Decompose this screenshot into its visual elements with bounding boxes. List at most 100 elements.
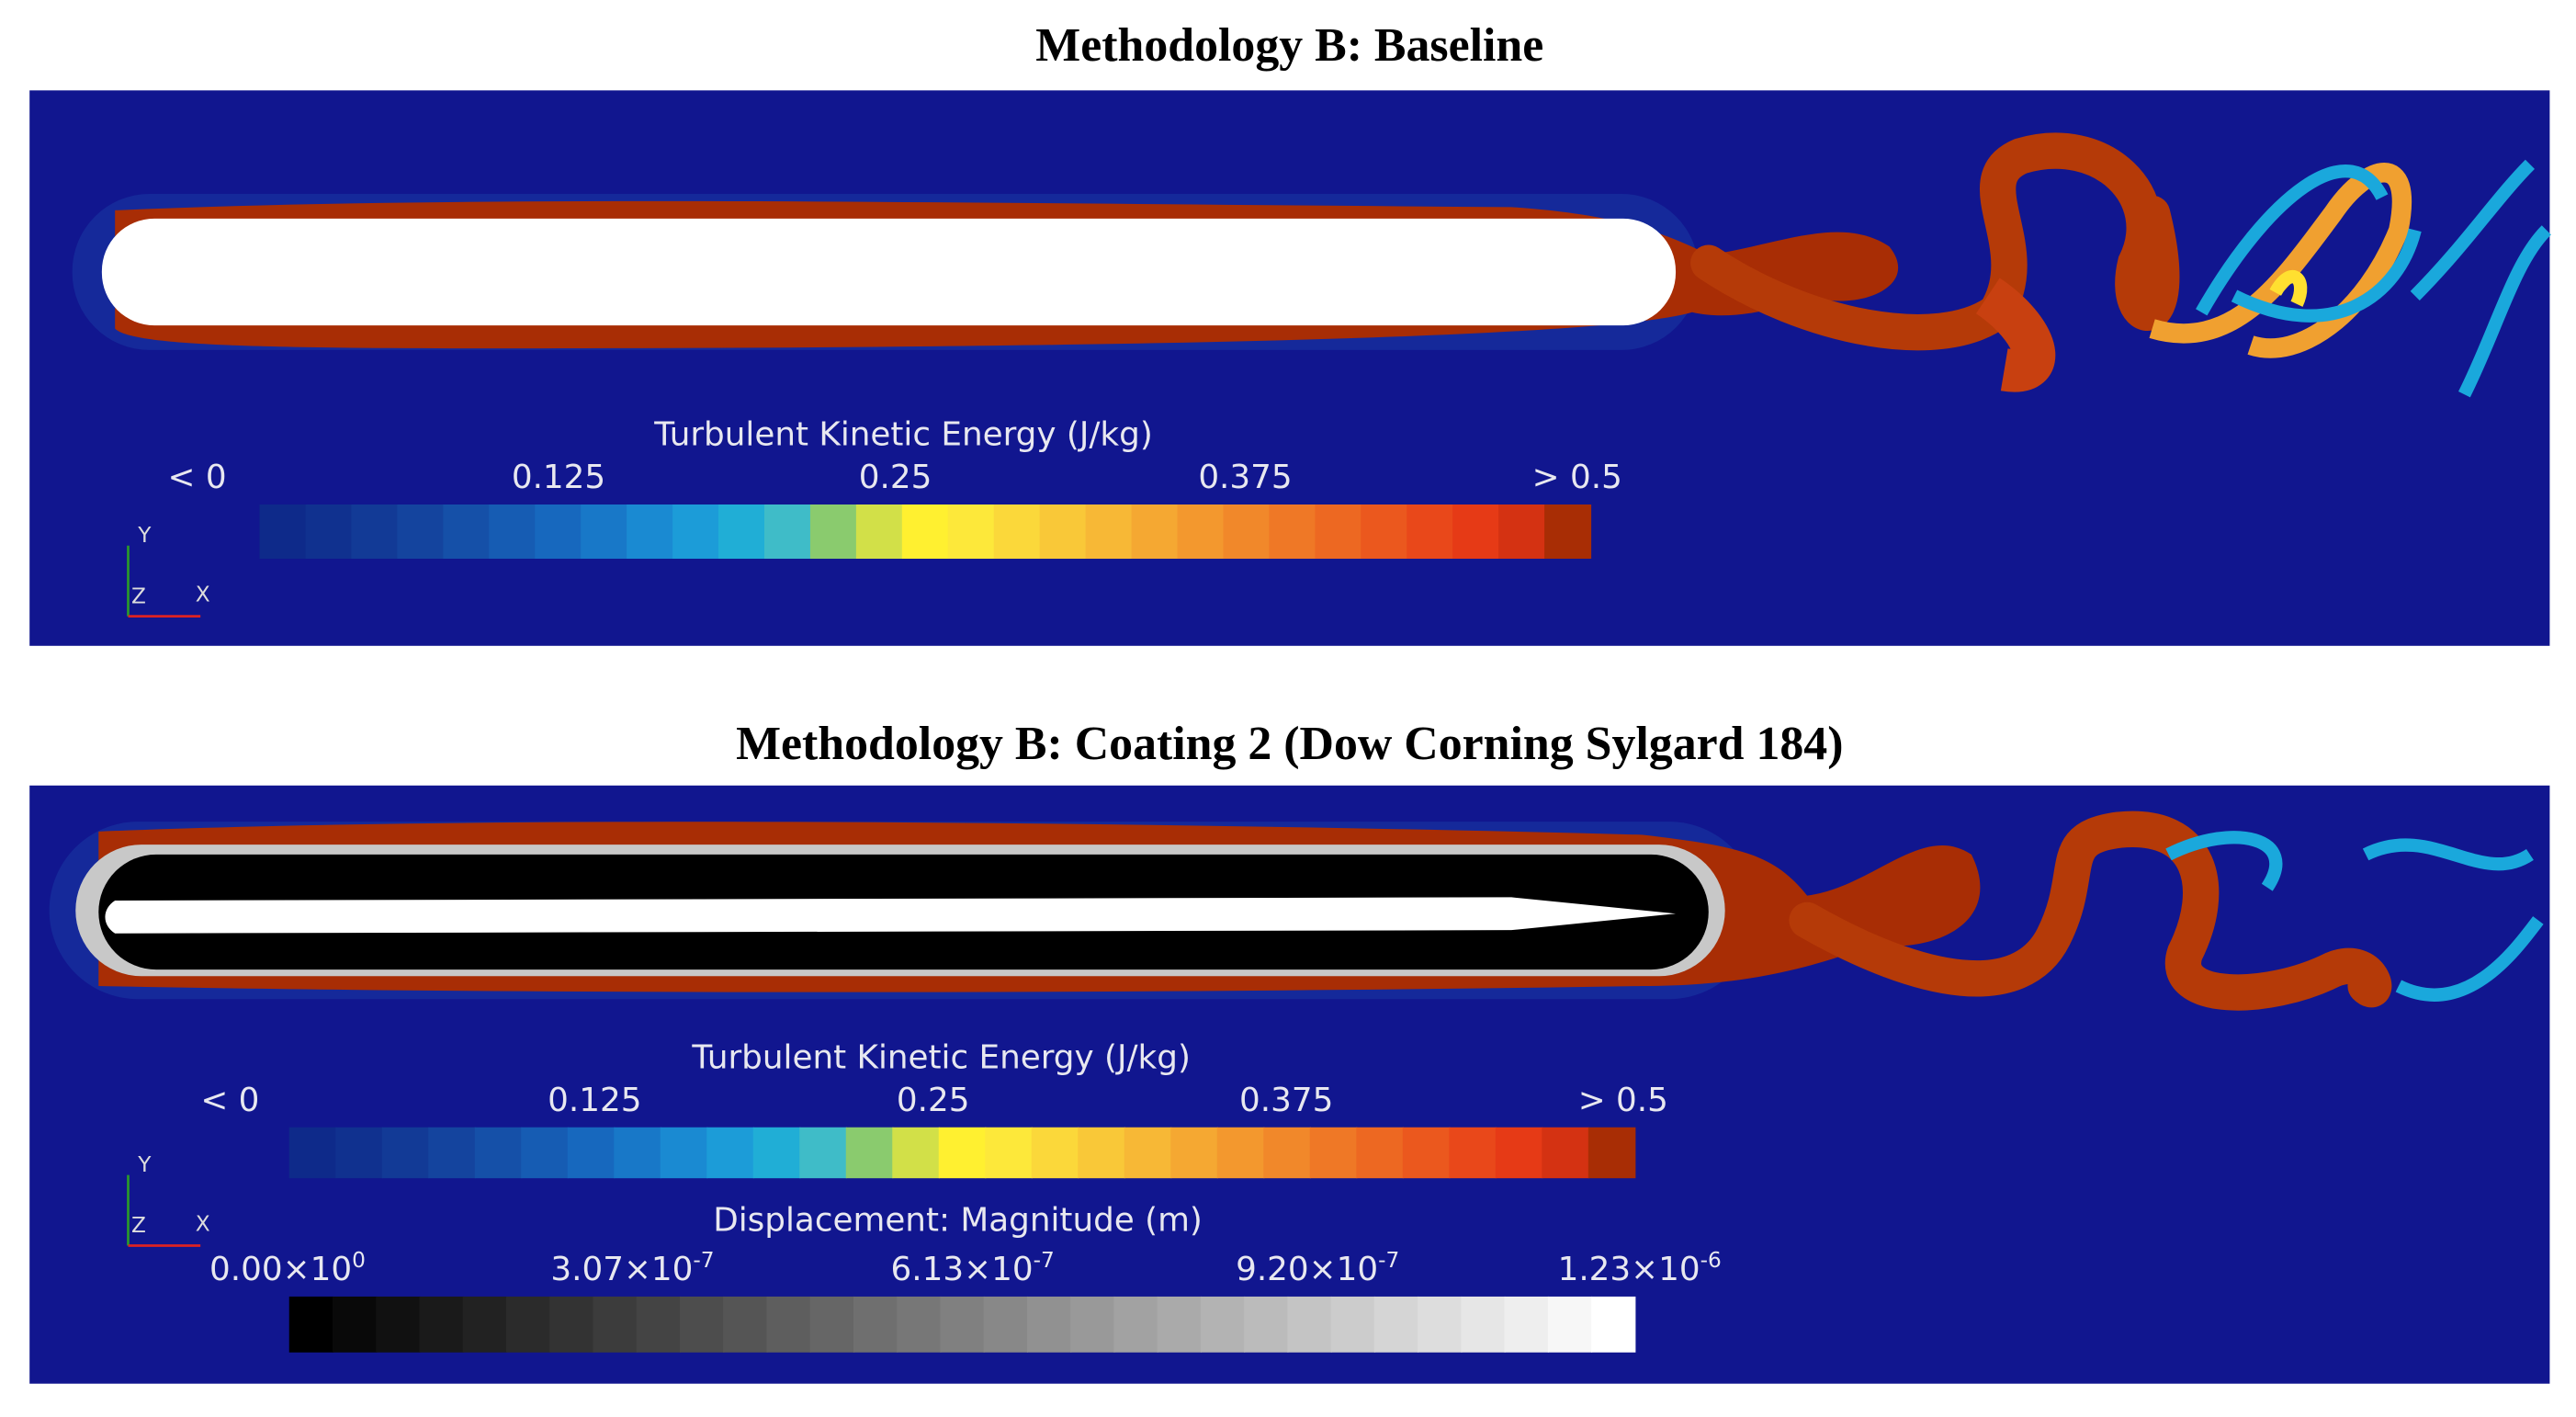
axis-label: Z bbox=[131, 1213, 146, 1238]
colorbar-segment bbox=[1039, 504, 1087, 560]
colorbar-segment bbox=[614, 1127, 661, 1179]
tick-exponent: -7 bbox=[693, 1248, 714, 1273]
colorbar-segment bbox=[845, 1127, 894, 1179]
colorbar-segment bbox=[1216, 1127, 1265, 1179]
panel-title: Methodology B: Coating 2 (Dow Corning Sy… bbox=[736, 718, 1843, 770]
colorbar-segment bbox=[474, 1127, 523, 1179]
colorbar-segment bbox=[305, 504, 353, 560]
colorbar-tick-label: 6.13×10-7 bbox=[891, 1248, 1055, 1288]
tick-exponent: -7 bbox=[1378, 1248, 1399, 1273]
colorbar-segment bbox=[1070, 1296, 1115, 1353]
colorbar-segment bbox=[809, 1296, 854, 1353]
colorbar-segment bbox=[1356, 1127, 1404, 1179]
colorbar-segment bbox=[1309, 1127, 1358, 1179]
colorbar-tick-label: 0.00×100 bbox=[209, 1248, 366, 1288]
colorbar-segment bbox=[809, 504, 857, 560]
colorbar-tick-label: 0.25 bbox=[859, 459, 932, 496]
colorbar-tick-label: 0.125 bbox=[548, 1082, 641, 1119]
colorbar-segment bbox=[1124, 1127, 1172, 1179]
colorbar-segment bbox=[1504, 1296, 1549, 1353]
colorbar-segment bbox=[1498, 504, 1546, 560]
colorbar-segment bbox=[1113, 1296, 1158, 1353]
colorbar-segment bbox=[376, 1296, 421, 1353]
colorbar-segment bbox=[1177, 504, 1225, 560]
colorbar-segment bbox=[259, 504, 307, 560]
colorbar-ticks: < 0 0.125 0.25 0.375 > 0.5 bbox=[200, 1082, 1668, 1119]
colorbar-segment bbox=[1157, 1296, 1202, 1353]
axis-label: X bbox=[196, 583, 210, 607]
colorbar-segment bbox=[855, 504, 903, 560]
colorbar-segment bbox=[627, 504, 674, 560]
colorbar-segment bbox=[1131, 504, 1179, 560]
colorbar-title: Turbulent Kinetic Energy (J/kg) bbox=[691, 1038, 1190, 1076]
colorbar-tick-label: < 0 bbox=[200, 1082, 259, 1119]
colorbar-segment bbox=[1449, 1127, 1497, 1179]
colorbar-segment bbox=[1461, 1296, 1506, 1353]
colorbar-segment bbox=[1269, 504, 1316, 560]
colorbar-segment bbox=[288, 1127, 337, 1179]
colorbar-tick-label: 1.23×10-6 bbox=[1558, 1248, 1722, 1288]
colorbar-segment bbox=[549, 1296, 594, 1353]
colorbar-segment bbox=[419, 1296, 464, 1353]
colorbar-segment bbox=[938, 1127, 987, 1179]
colorbar-segment bbox=[1031, 1127, 1079, 1179]
colorbar-segment bbox=[443, 504, 491, 560]
colorbar-segment bbox=[505, 1296, 551, 1353]
colorbar-segment bbox=[1544, 504, 1592, 560]
axis-label: Z bbox=[131, 584, 146, 608]
colorbar-segment bbox=[983, 1296, 1028, 1353]
colorbar-segment bbox=[763, 504, 811, 560]
colorbar-segment bbox=[288, 1296, 334, 1353]
tick-base: 9.20×10 bbox=[1236, 1251, 1378, 1288]
flow-field bbox=[29, 90, 2550, 646]
colorbar-tick-label: > 0.5 bbox=[1578, 1082, 1668, 1119]
colorbar-segment bbox=[581, 504, 628, 560]
colorbar-segment bbox=[428, 1127, 476, 1179]
colorbar-ticks: < 0 0.125 0.25 0.375 > 0.5 bbox=[168, 459, 1622, 496]
colorbar-segment bbox=[1495, 1127, 1543, 1179]
axis-label: Y bbox=[137, 1152, 152, 1177]
colorbar-segment bbox=[1407, 504, 1454, 560]
colorbar-tick-label: > 0.5 bbox=[1532, 459, 1622, 496]
colorbar-segment bbox=[672, 504, 720, 560]
colorbar-segment bbox=[567, 1127, 616, 1179]
colorbar-segment bbox=[993, 504, 1041, 560]
colorbar-segment bbox=[1085, 504, 1133, 560]
colorbar-segment bbox=[1361, 504, 1408, 560]
colorbar-segment bbox=[462, 1296, 508, 1353]
colorbar-segment bbox=[892, 1127, 940, 1179]
colorbar-segment bbox=[1452, 504, 1500, 560]
colorbar-title: Displacement: Magnitude (m) bbox=[713, 1201, 1203, 1239]
colorbar-segment bbox=[752, 1127, 801, 1179]
colorbar-segment bbox=[1547, 1296, 1593, 1353]
colorbar-segment bbox=[901, 504, 949, 560]
colorbar-segment bbox=[1200, 1296, 1246, 1353]
colorbar-segment bbox=[636, 1296, 682, 1353]
colorbar-segment bbox=[535, 504, 582, 560]
colorbar-segment bbox=[1244, 1296, 1289, 1353]
colorbar-segment bbox=[381, 1127, 430, 1179]
colorbar-segment bbox=[1587, 1127, 1636, 1179]
colorbar-segment bbox=[335, 1127, 383, 1179]
colorbar-segment bbox=[332, 1296, 378, 1353]
colorbar-tick-label: 0.375 bbox=[1198, 459, 1292, 496]
colorbar-segment bbox=[1591, 1296, 1636, 1353]
axis-label: Y bbox=[137, 523, 152, 548]
flow-features bbox=[49, 811, 2544, 1011]
colorbar-segment bbox=[1263, 1127, 1311, 1179]
colorbar-segment bbox=[1078, 1127, 1125, 1179]
axis-triad: Y Z X bbox=[127, 523, 210, 618]
colorbar-segment bbox=[660, 1127, 708, 1179]
colorbar-segment bbox=[1542, 1127, 1589, 1179]
colorbar-segment bbox=[351, 504, 399, 560]
colorbar-segment bbox=[947, 504, 995, 560]
colorbar-tick-label: 0.25 bbox=[897, 1082, 970, 1119]
colorbar-segment bbox=[799, 1127, 847, 1179]
colorbar-segment bbox=[1373, 1296, 1419, 1353]
colorbar bbox=[288, 1127, 1636, 1179]
flow-features bbox=[72, 132, 2552, 398]
colorbar-segment bbox=[718, 504, 766, 560]
colorbar-segment bbox=[679, 1296, 725, 1353]
colorbar-ticks: 0.00×100 3.07×10-7 6.13×10-7 9.20×10-7 1.23×… bbox=[209, 1248, 1722, 1288]
